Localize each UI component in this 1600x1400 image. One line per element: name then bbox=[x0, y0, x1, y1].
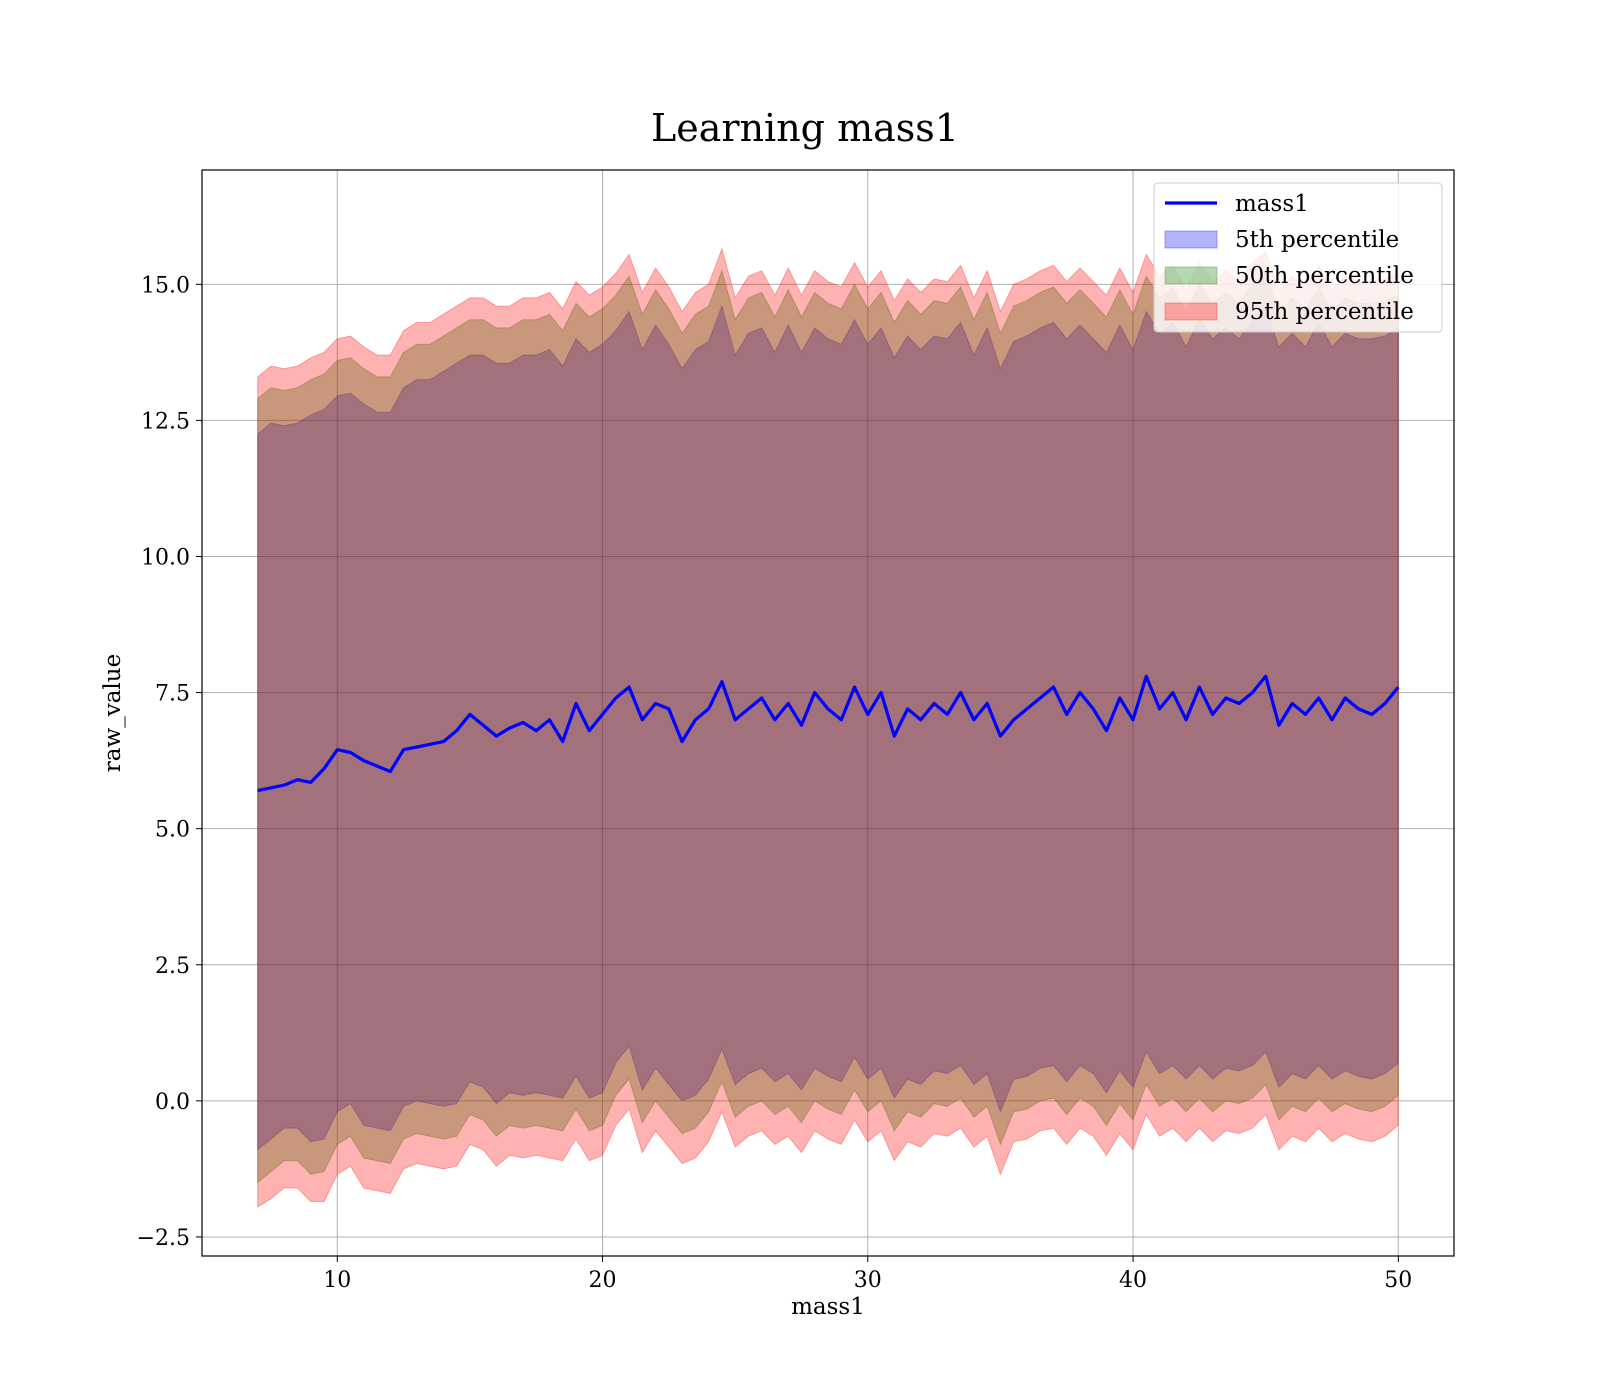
legend-label-95th-percentile: 95th percentile bbox=[1235, 299, 1414, 325]
legend-label-mass1: mass1 bbox=[1235, 191, 1309, 217]
x-tick-label: 40 bbox=[1119, 1268, 1147, 1293]
x-tick-label: 20 bbox=[589, 1268, 617, 1293]
y-tick-label: 5.0 bbox=[155, 818, 190, 843]
line-layer bbox=[257, 674, 1400, 793]
y-tick-label: 2.5 bbox=[155, 954, 190, 979]
band-layer bbox=[257, 247, 1399, 1208]
x-axis-ticks: 10 20 30 40 50 bbox=[323, 1256, 1412, 1293]
y-tick-label: 10.0 bbox=[141, 545, 190, 570]
legend-label-5th-percentile: 5th percentile bbox=[1235, 227, 1399, 253]
50th-percentile-band bbox=[257, 269, 1399, 1184]
x-axis-label: mass1 bbox=[791, 1294, 865, 1320]
legend-label-50th-percentile: 50th percentile bbox=[1235, 263, 1414, 289]
plot-frame bbox=[201, 169, 1455, 1257]
y-tick-label: 7.5 bbox=[155, 682, 190, 707]
plot-area bbox=[201, 169, 1455, 1257]
y-tick-label: 12.5 bbox=[141, 409, 190, 434]
x-tick-label: 10 bbox=[323, 1268, 351, 1293]
y-tick-label: 15.0 bbox=[141, 273, 190, 298]
legend-swatch-5th-percentile bbox=[1164, 230, 1218, 249]
legend: mass1 5th percentile 50th percentile 95th p… bbox=[1153, 182, 1443, 333]
95th-percentile-band bbox=[257, 247, 1399, 1208]
5th-percentile-band bbox=[257, 304, 1399, 1151]
y-axis-label: raw_value bbox=[100, 654, 126, 772]
legend-swatch-50th-percentile bbox=[1164, 266, 1218, 285]
y-tick-label: 0.0 bbox=[155, 1090, 190, 1115]
y-axis-ticks: −2.5 0.0 2.5 5.0 7.5 10.0 12.5 15.0 bbox=[137, 273, 202, 1251]
legend-swatch-95th-percentile bbox=[1164, 302, 1218, 321]
x-tick-label: 50 bbox=[1384, 1268, 1412, 1293]
legend-items: mass1 5th percentile 50th percentile 95th p… bbox=[1164, 191, 1414, 325]
chart-title: Learning mass1 bbox=[651, 106, 959, 150]
grid-layer bbox=[202, 170, 1454, 1256]
mass1-series-line bbox=[257, 674, 1400, 793]
plot-background bbox=[202, 170, 1454, 1256]
legend-frame bbox=[1153, 182, 1443, 333]
y-tick-label: −2.5 bbox=[137, 1226, 190, 1251]
x-tick-label: 30 bbox=[854, 1268, 882, 1293]
